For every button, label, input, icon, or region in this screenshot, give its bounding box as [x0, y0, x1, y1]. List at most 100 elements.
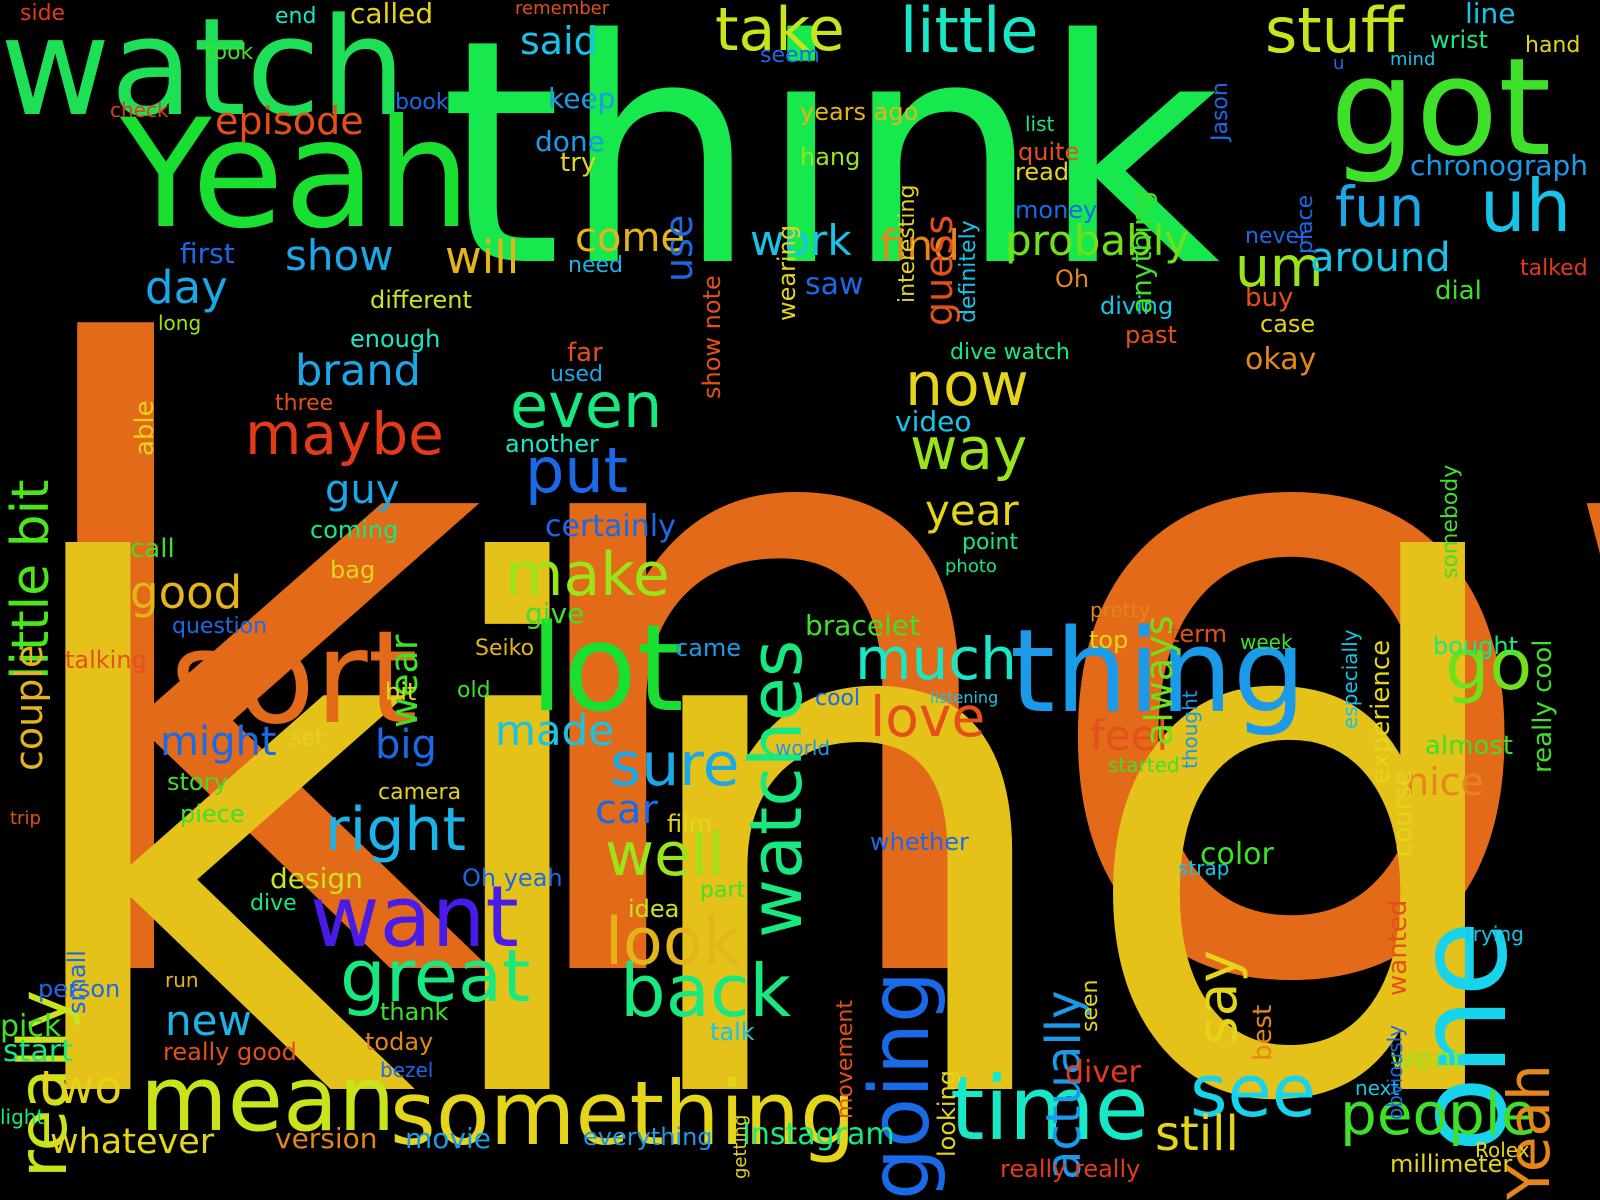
cloud-word: Yeah — [120, 88, 471, 262]
cloud-word: almost — [1425, 731, 1514, 761]
cloud-word: car — [595, 787, 658, 833]
cloud-word: hand — [1525, 33, 1581, 58]
cloud-word: um — [1235, 235, 1324, 299]
cloud-word: coming — [310, 516, 399, 544]
cloud-word: know — [0, 180, 1600, 1169]
cloud-word: mean — [140, 1047, 396, 1152]
cloud-word: got — [1330, 29, 1552, 186]
cloud-word: seem — [760, 43, 820, 68]
cloud-word: term — [1170, 620, 1227, 648]
cloud-word: trying — [1465, 922, 1524, 946]
cloud-word: going — [853, 970, 948, 1200]
cloud-word: lot — [530, 600, 684, 739]
cloud-word: another — [505, 430, 599, 458]
cloud-word: took — [205, 40, 254, 65]
cloud-word: see — [1190, 1049, 1317, 1133]
cloud-word: said — [520, 19, 598, 63]
cloud-word: far — [567, 338, 603, 368]
cloud-word: okay — [1245, 342, 1317, 377]
cloud-word: line — [1465, 0, 1516, 30]
cloud-word: anything — [1125, 190, 1158, 315]
cloud-word: dive — [250, 891, 297, 916]
cloud-word: talked — [1520, 256, 1588, 281]
cloud-word: millimeter — [1390, 1150, 1513, 1178]
cloud-word: bracelet — [805, 609, 921, 642]
cloud-word: place — [1293, 194, 1318, 254]
cloud-word: new — [165, 996, 252, 1045]
cloud-word: look — [605, 905, 741, 980]
cloud-word: start — [3, 1034, 73, 1069]
cloud-word: movie — [405, 1122, 491, 1155]
cloud-word: now — [905, 350, 1029, 420]
cloud-word: come — [575, 215, 686, 261]
cloud-word: case — [1260, 310, 1316, 338]
cloud-word: started — [1108, 753, 1180, 777]
cloud-word: nice — [1405, 760, 1484, 804]
cloud-word: piece — [180, 800, 245, 828]
cloud-word: kind — [0, 421, 1531, 1200]
cloud-word: long — [158, 311, 202, 335]
cloud-word: camera — [378, 780, 462, 805]
cloud-word: Instagram — [742, 1117, 895, 1152]
cloud-word: side — [20, 1, 66, 26]
cloud-word: photo — [945, 556, 997, 577]
cloud-word: might — [160, 719, 277, 765]
cloud-word: really really — [1000, 1155, 1141, 1183]
cloud-word: bit — [385, 678, 417, 706]
cloud-word: obviously — [1383, 1024, 1407, 1120]
cloud-word: person — [38, 975, 121, 1003]
cloud-word: take — [715, 0, 845, 65]
cloud-word: definitely — [956, 220, 981, 323]
cloud-word: chronograph — [1410, 149, 1589, 182]
cloud-word: read — [1015, 158, 1070, 186]
cloud-word: show note — [698, 275, 726, 399]
cloud-word: different — [370, 286, 472, 314]
cloud-word: watch — [0, 0, 406, 146]
cloud-word: especially — [1338, 629, 1362, 729]
cloud-word: day — [145, 261, 228, 314]
cloud-word: put — [525, 434, 628, 507]
cloud-word: trip — [10, 808, 41, 829]
cloud-word: keep — [548, 82, 616, 115]
cloud-word: today — [365, 1028, 434, 1056]
cloud-word: fun — [1335, 175, 1425, 239]
cloud-word: around — [1310, 235, 1451, 281]
cloud-word: love — [870, 685, 986, 749]
cloud-word: Seiko — [475, 636, 535, 661]
cloud-word: version — [275, 1122, 378, 1155]
cloud-word: brand — [295, 346, 421, 396]
cloud-word: sure — [610, 730, 740, 800]
cloud-word: whether — [870, 828, 969, 856]
cloud-word: set — [290, 726, 324, 751]
cloud-word: interesting — [895, 184, 920, 303]
cloud-word: run — [165, 968, 199, 992]
cloud-word: made — [495, 706, 615, 755]
cloud-word: say — [1185, 950, 1249, 1045]
cloud-word: never — [1245, 224, 1309, 249]
cloud-word: big — [375, 722, 437, 768]
cloud-word: watches — [734, 639, 818, 938]
cloud-word: mind — [1390, 49, 1436, 70]
cloud-word: give — [525, 597, 585, 630]
cloud-word: getting — [730, 1114, 751, 1179]
cloud-word: part — [700, 878, 746, 903]
cloud-word: question — [172, 614, 268, 639]
cloud-word: couple — [7, 644, 51, 771]
cloud-word: find — [880, 221, 960, 270]
cloud-word: try — [560, 148, 597, 178]
cloud-word: time — [950, 1057, 1149, 1160]
cloud-word: Oh — [1055, 265, 1090, 293]
cloud-word: design — [270, 862, 363, 895]
cloud-word: video — [895, 405, 972, 438]
cloud-word: listening — [930, 688, 999, 707]
cloud-word: really cool — [1528, 639, 1558, 773]
cloud-word: will — [445, 231, 520, 284]
cloud-word: good — [130, 566, 243, 619]
cloud-word: course — [1388, 770, 1418, 857]
cloud-word: cool — [815, 686, 861, 711]
cloud-word: hang — [800, 143, 861, 171]
cloud-word: right — [325, 795, 466, 865]
cloud-word: wanted — [1383, 899, 1413, 996]
cloud-word: used — [550, 362, 603, 387]
cloud-word: stuff — [1265, 0, 1404, 67]
